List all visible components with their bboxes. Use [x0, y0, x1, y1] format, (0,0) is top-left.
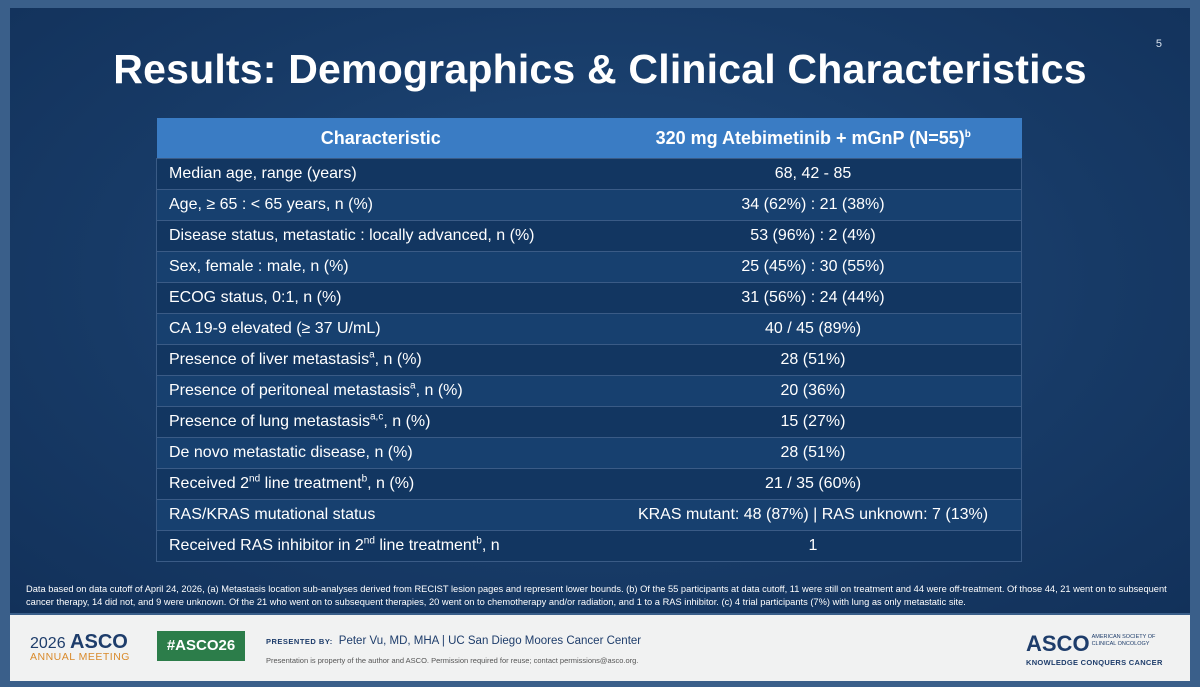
row-label: RAS/KRAS mutational status	[156, 499, 605, 531]
row-label-suffix: , n (%)	[383, 413, 431, 430]
table-row: ECOG status, 0:1, n (%) 31 (56%) : 24 (4…	[156, 282, 1022, 314]
hashtag-badge: #ASCO26	[157, 631, 245, 661]
footer-bar: 2026 ASCO ANNUAL MEETING #ASCO26 PRESENT…	[10, 615, 1190, 681]
table-row: Disease status, metastatic : locally adv…	[156, 220, 1022, 252]
row-value: 21 / 35 (60%)	[605, 468, 1022, 500]
row-value: KRAS mutant: 48 (87%) | RAS unknown: 7 (…	[605, 499, 1022, 531]
slide-title: Results: Demographics & Clinical Charact…	[113, 46, 1087, 92]
row-label-sup: a	[410, 380, 416, 392]
row-label-text: Presence of liver metastasis	[169, 351, 370, 368]
org-name-line-2: CLINICAL ONCOLOGY	[1091, 640, 1150, 647]
presented-by-label: PRESENTED BY:	[266, 637, 333, 646]
row-label-suffix: , n (%)	[367, 475, 415, 492]
property-note: Presentation is property of the author a…	[266, 656, 639, 665]
row-label-suffix: , n (%)	[374, 351, 422, 368]
org-name-line-1: AMERICAN SOCIETY OF	[1091, 634, 1156, 640]
row-label: De novo metastatic disease, n (%)	[156, 437, 605, 469]
header-treatment-sup: b	[964, 128, 971, 140]
header-treatment-label: 320 mg Atebimetinib + mGnP (N=55)	[655, 127, 965, 148]
row-label-sup: a	[369, 349, 375, 361]
row-value: 53 (96%) : 2 (4%)	[605, 220, 1022, 252]
row-label-mid: line treatment	[374, 537, 477, 554]
row-value: 31 (56%) : 24 (44%)	[605, 282, 1022, 314]
presenter-name: Peter Vu, MD, MHA | UC San Diego Moores …	[338, 635, 642, 647]
row-value: 68, 42 - 85	[605, 158, 1022, 190]
asco-society-logo: ASCO AMERICAN SOCIETY OF CLINICAL ONCOLOGY…	[1026, 631, 1176, 667]
row-value: 28 (51%)	[605, 344, 1022, 376]
table-header-row: Characteristic 320 mg Atebimetinib + mGn…	[156, 118, 1022, 159]
row-value: 28 (51%)	[605, 437, 1022, 469]
row-label-text: Presence of peritoneal metastasis	[169, 382, 411, 399]
row-label: Disease status, metastatic : locally adv…	[156, 220, 605, 252]
table-row: Presence of peritoneal metastasisa, n (%…	[156, 375, 1022, 407]
org-name: AMERICAN SOCIETY OF CLINICAL ONCOLOGY	[1092, 634, 1156, 647]
meeting-subtitle: ANNUAL MEETING	[30, 651, 130, 663]
row-value: 20 (36%)	[605, 375, 1022, 407]
table-row: CA 19-9 elevated (≥ 37 U/mL) 40 / 45 (89…	[156, 313, 1022, 345]
meeting-brand: ASCO	[70, 631, 128, 653]
table-row: Received RAS inhibitor in 2nd line treat…	[156, 530, 1022, 562]
row-label-suffix: , n (%)	[415, 382, 463, 399]
row-label: Presence of lung metastasisa,c, n (%)	[156, 406, 605, 438]
row-label: Sex, female : male, n (%)	[156, 251, 605, 283]
row-label-sup2: b	[476, 535, 482, 547]
table-row: Age, ≥ 65 : < 65 years, n (%) 34 (62%) :…	[156, 189, 1022, 221]
slide-number: 5	[1155, 38, 1162, 50]
table-row: De novo metastatic disease, n (%) 28 (51…	[156, 437, 1022, 469]
presenter-line: PRESENTED BY: Peter Vu, MD, MHA | UC San …	[266, 635, 641, 647]
row-label-sup: nd	[249, 473, 261, 485]
row-label: CA 19-9 elevated (≥ 37 U/mL)	[156, 313, 605, 345]
table-row: Presence of liver metastasisa, n (%) 28 …	[156, 344, 1022, 376]
row-label-suffix: , n	[481, 537, 500, 554]
row-value: 1	[605, 530, 1022, 562]
characteristics-table: Characteristic 320 mg Atebimetinib + mGn…	[156, 118, 1022, 562]
row-label-text: Received RAS inhibitor in 2	[169, 537, 364, 554]
row-label: Presence of liver metastasisa, n (%)	[156, 344, 605, 376]
row-label: Received 2nd line treatmentb, n (%)	[156, 468, 605, 500]
meeting-year: 2026	[30, 635, 66, 652]
row-value: 15 (27%)	[605, 406, 1022, 438]
row-label-text: Received 2	[169, 475, 250, 492]
table-row: RAS/KRAS mutational status KRAS mutant: …	[156, 499, 1022, 531]
row-label-sup2: b	[361, 473, 368, 485]
row-label: Received RAS inhibitor in 2nd line treat…	[156, 530, 605, 562]
row-label: Age, ≥ 65 : < 65 years, n (%)	[156, 189, 605, 221]
row-value: 40 / 45 (89%)	[605, 313, 1022, 345]
slide: 5 Results: Demographics & Clinical Chara…	[10, 8, 1190, 613]
row-label-sup: nd	[363, 535, 375, 547]
row-label: Presence of peritoneal metastasisa, n (%…	[156, 375, 605, 407]
row-label-mid: line treatment	[260, 475, 362, 492]
org-brand: ASCO	[1026, 631, 1090, 656]
row-label: Median age, range (years)	[156, 158, 605, 190]
asco-annual-meeting-logo: 2026 ASCO ANNUAL MEETING	[30, 631, 130, 663]
row-label: ECOG status, 0:1, n (%)	[156, 282, 605, 314]
header-characteristic: Characteristic	[156, 118, 605, 159]
footnote: Data based on data cutoff of April 24, 2…	[26, 584, 1167, 607]
row-label-sup: a,c	[370, 411, 384, 423]
table-row: Presence of lung metastasisa,c, n (%) 15…	[156, 406, 1022, 438]
table-row: Received 2nd line treatmentb, n (%) 21 /…	[156, 468, 1022, 500]
row-value: 25 (45%) : 30 (55%)	[605, 251, 1022, 283]
row-label-text: Presence of lung metastasis	[169, 413, 370, 430]
table-row: Median age, range (years) 68, 42 - 85	[156, 158, 1022, 190]
table-row: Sex, female : male, n (%) 25 (45%) : 30 …	[156, 251, 1022, 283]
row-value: 34 (62%) : 21 (38%)	[605, 189, 1022, 221]
org-tagline: KNOWLEDGE CONQUERS CANCER	[1026, 658, 1163, 667]
header-treatment-arm: 320 mg Atebimetinib + mGnP (N=55)b	[605, 118, 1022, 159]
